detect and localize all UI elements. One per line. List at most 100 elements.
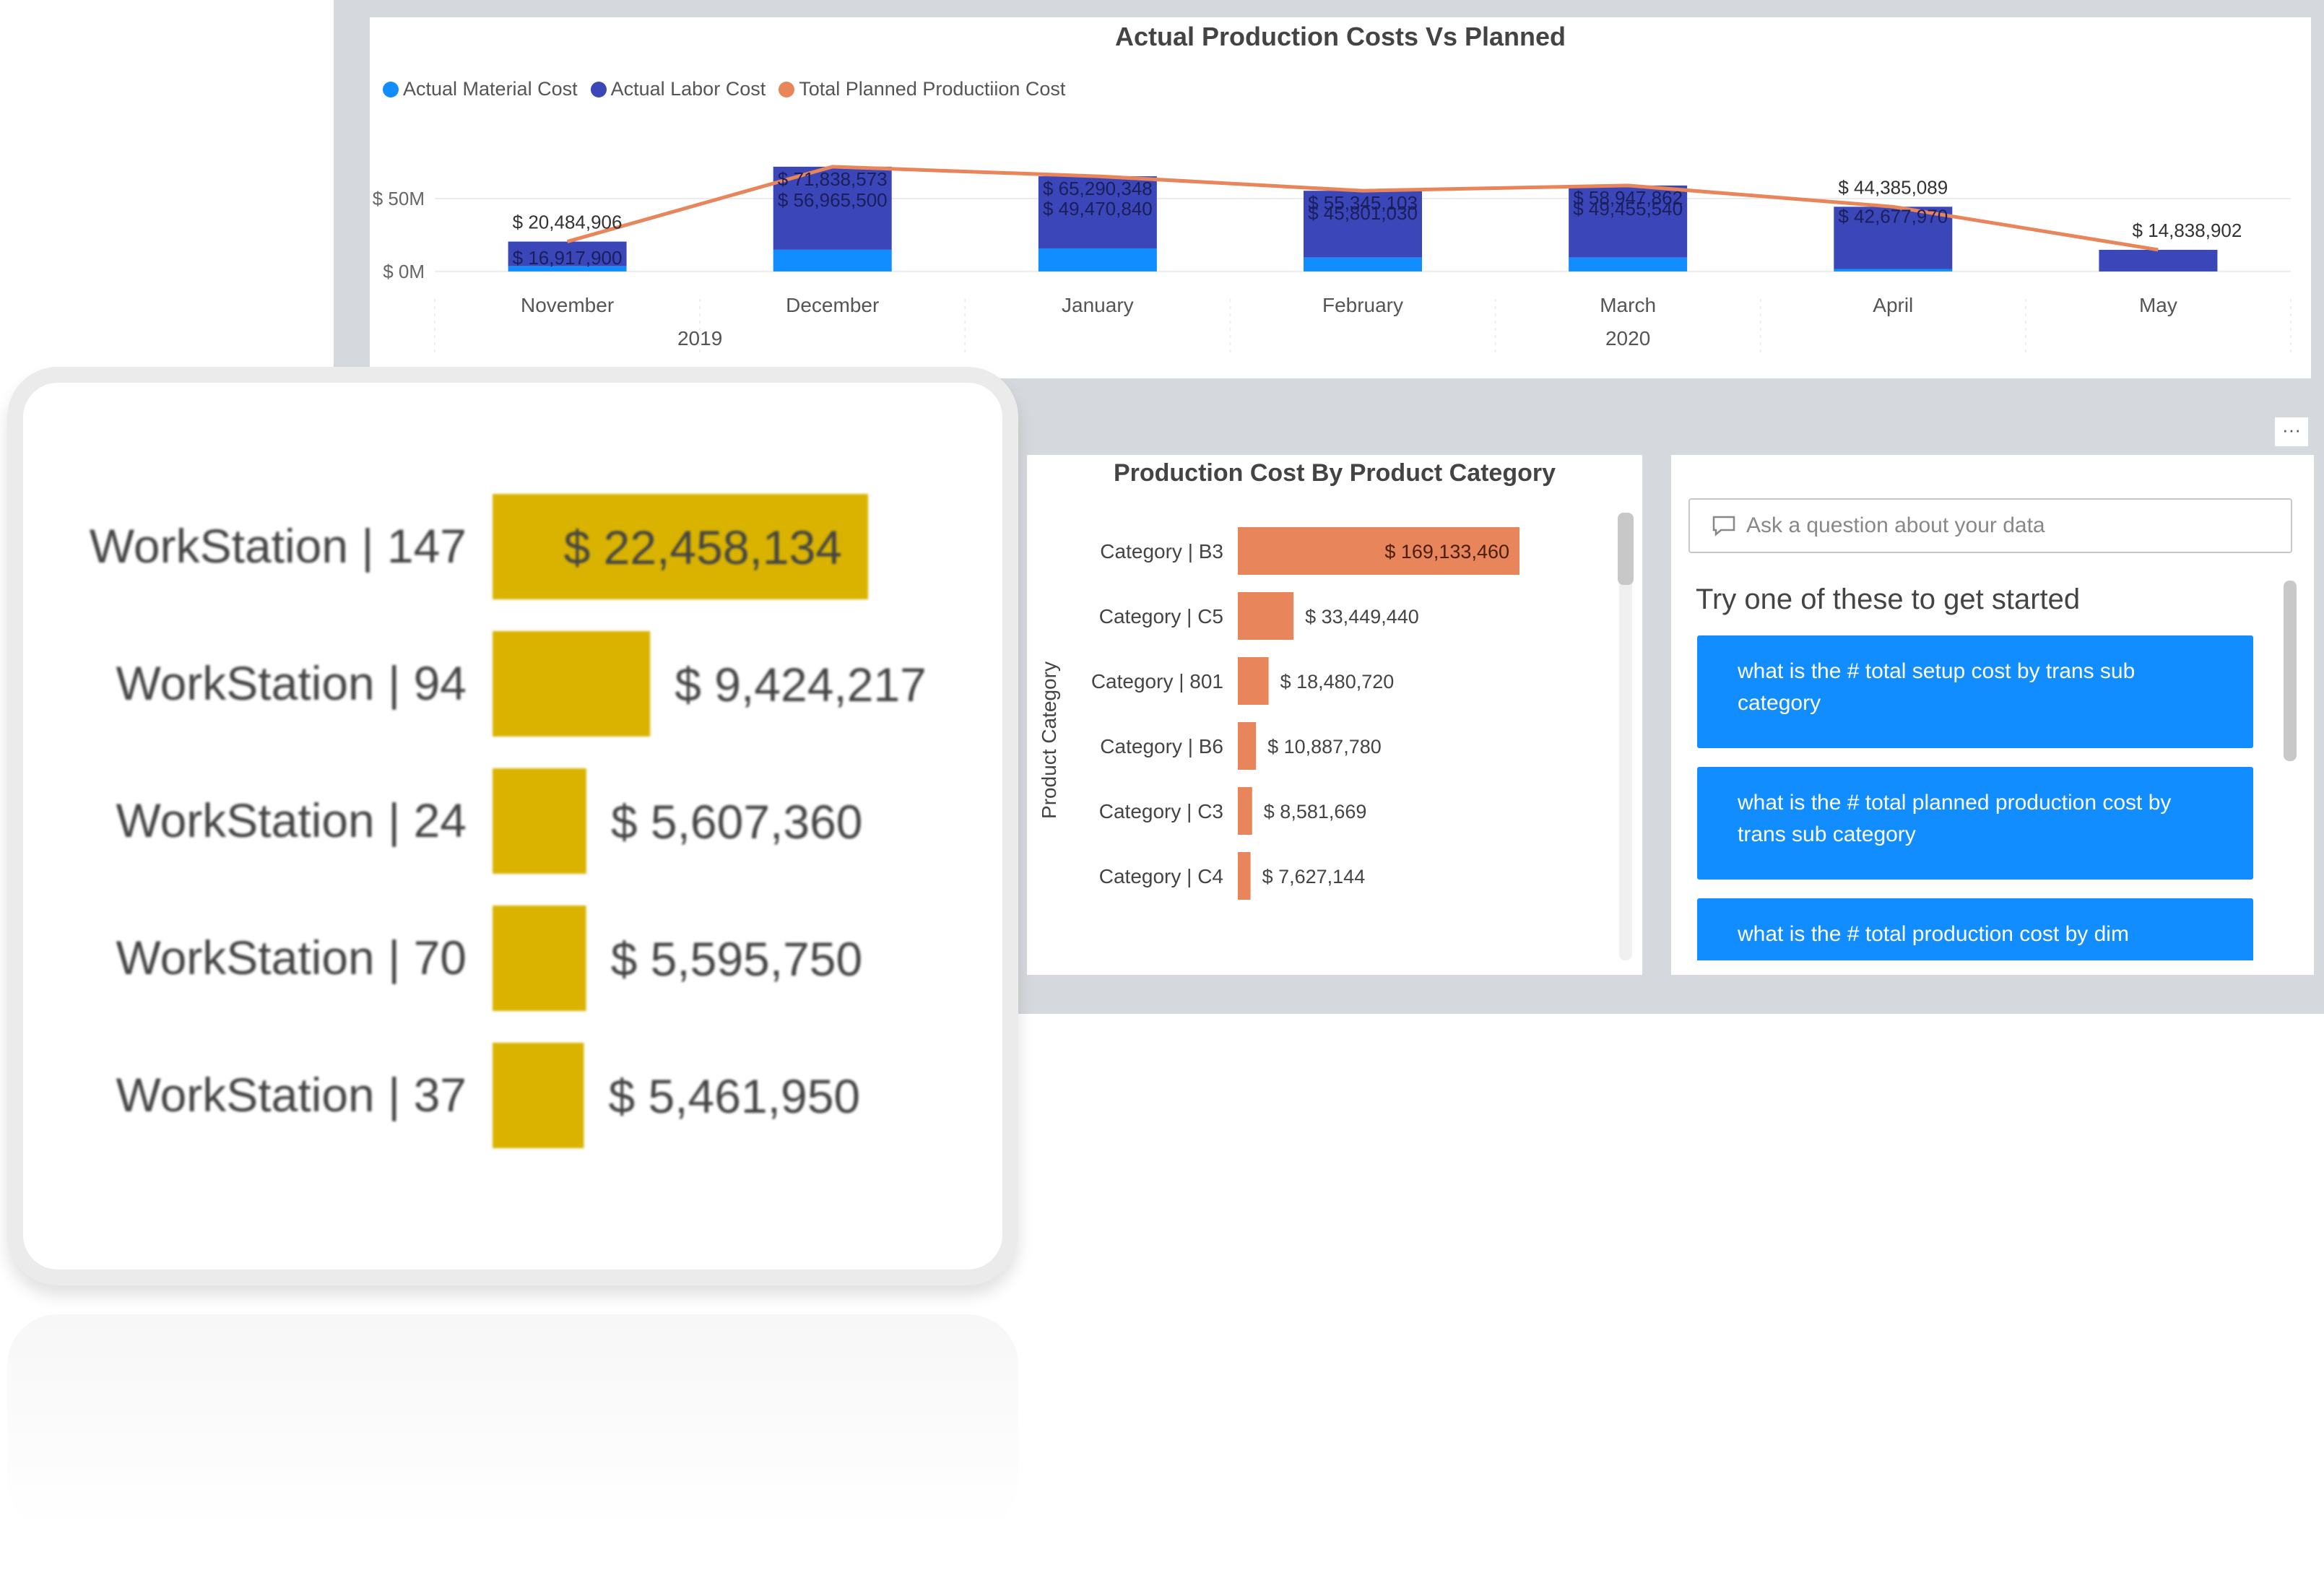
labor-cost-bar xyxy=(1834,207,1953,269)
workstation-label: WorkStation | 94 xyxy=(116,656,467,710)
chat-bubble-icon xyxy=(1712,516,1735,537)
planned-data-label: $ 55,345,103 xyxy=(1308,192,1418,214)
category-value-label: $ 8,581,669 xyxy=(1264,801,1367,822)
x-tick-label: December xyxy=(786,294,879,316)
labor-data-label: $ 56,965,500 xyxy=(778,189,888,211)
labor-data-label: $ 16,917,900 xyxy=(513,247,623,269)
x-tick-label: November xyxy=(521,294,614,316)
legend-item-planned[interactable]: Total Planned Productiion Cost xyxy=(779,78,1065,100)
labor-data-label: $ 42,677,970 xyxy=(1838,206,1948,227)
category-bar xyxy=(1238,852,1251,900)
x-tick-label: January xyxy=(1062,294,1134,316)
scrollbar-track xyxy=(1619,513,1632,960)
y-tick-label: $ 50M xyxy=(373,188,425,209)
x-tick-label: May xyxy=(2139,294,2177,316)
category-bar xyxy=(1238,592,1294,640)
workstation-value-label: $ 5,461,950 xyxy=(608,1069,860,1123)
actual-vs-planned-visual[interactable]: Actual Production Costs Vs Planned Actua… xyxy=(370,17,2311,378)
category-label: Category | 801 xyxy=(1091,670,1223,693)
workstation-bar xyxy=(493,906,586,1011)
category-chart-title: Production Cost By Product Category xyxy=(1113,459,1556,487)
legend-dot-icon xyxy=(779,81,795,97)
material-cost-bar xyxy=(1834,269,1953,272)
planned-data-label: $ 14,838,902 xyxy=(2133,220,2242,241)
material-cost-bar xyxy=(508,266,627,272)
category-value-label: $ 169,133,460 xyxy=(1384,541,1509,563)
category-axis-title: Product Category xyxy=(1038,661,1060,819)
scrollbar-thumb[interactable] xyxy=(1618,513,1634,585)
workstation-chart-plot: WorkStation | 147 $ 22,458,134 WorkStation… xyxy=(90,494,927,1148)
labor-cost-bar xyxy=(508,241,627,266)
year-label: 2019 xyxy=(677,327,722,350)
qa-input-placeholder: Ask a question about your data xyxy=(1746,513,2045,537)
x-tick-label: March xyxy=(1600,294,1656,316)
legend-item-labor[interactable]: Actual Labor Cost xyxy=(590,78,766,100)
more-options-button[interactable]: ··· xyxy=(2275,417,2308,446)
labor-cost-bar xyxy=(2099,249,2218,272)
category-bar xyxy=(1238,657,1269,705)
material-cost-bar xyxy=(773,249,892,272)
material-cost-bar xyxy=(1304,257,1422,272)
x-tick-label: April xyxy=(1873,294,1913,316)
legend-label: Actual Labor Cost xyxy=(610,78,766,100)
qa-suggestions-heading: Try one of these to get started xyxy=(1696,583,2081,615)
scrollbar-thumb[interactable] xyxy=(2284,581,2297,761)
workstation-label: WorkStation | 147 xyxy=(90,519,467,573)
planned-cost-line xyxy=(566,165,2159,252)
workstation-value-label: $ 9,424,217 xyxy=(675,658,927,711)
material-cost-bar xyxy=(1569,257,1688,272)
category-value-label: $ 10,887,780 xyxy=(1267,736,1382,758)
legend-label: Actual Material Cost xyxy=(403,78,578,100)
labor-cost-bar xyxy=(1569,185,1688,258)
legend-label: Total Planned Productiion Cost xyxy=(799,78,1066,100)
category-value-label: $ 7,627,144 xyxy=(1262,866,1366,887)
qa-suggestion-button[interactable]: what is the # total production cost by d… xyxy=(1697,898,2253,960)
category-label: Category | B3 xyxy=(1100,540,1223,563)
category-label: Category | C5 xyxy=(1099,605,1223,628)
x-tick-label: February xyxy=(1322,294,1403,316)
material-cost-bar xyxy=(1038,248,1157,272)
labor-cost-bar xyxy=(1304,191,1422,258)
labor-data-label: $ 49,470,840 xyxy=(1043,198,1153,220)
combo-chart-legend[interactable]: Actual Material Cost Actual Labor Cost T… xyxy=(383,78,1065,100)
workstation-bar xyxy=(493,631,651,737)
category-label: Category | C4 xyxy=(1099,865,1223,887)
qa-suggestion-button[interactable]: what is the # total setup cost by trans … xyxy=(1697,635,2253,748)
y-tick-label: $ 0M xyxy=(383,261,425,282)
category-bar xyxy=(1238,527,1519,575)
legend-dot-icon xyxy=(383,81,399,97)
category-value-label: $ 33,449,440 xyxy=(1305,606,1419,628)
planned-data-label: $ 71,838,573 xyxy=(778,168,888,190)
workstation-value-label: $ 5,607,360 xyxy=(611,795,863,848)
workstation-bar xyxy=(493,768,586,874)
qa-visual[interactable]: Ask a question about your data Try one o… xyxy=(1671,455,2314,975)
combo-chart-title: Actual Production Costs Vs Planned xyxy=(1114,22,1566,51)
labor-cost-bar xyxy=(1038,176,1157,248)
qa-suggestion-list: what is the # total setup cost by trans … xyxy=(1671,635,2292,960)
year-label: 2020 xyxy=(1605,327,1650,350)
workstation-label: WorkStation | 37 xyxy=(116,1068,467,1121)
labor-data-label: $ 49,455,540 xyxy=(1573,198,1683,220)
planned-data-label: $ 65,290,348 xyxy=(1043,178,1153,199)
labor-cost-bar xyxy=(773,166,892,250)
category-label: Category | B6 xyxy=(1100,735,1223,758)
qa-question-input[interactable]: Ask a question about your data xyxy=(1688,498,2292,553)
qa-suggestion-button[interactable]: what is the # total planned production c… xyxy=(1697,767,2253,880)
planned-data-label: $ 44,385,089 xyxy=(1838,176,1948,198)
callout-reflection xyxy=(7,1314,1018,1531)
legend-item-material[interactable]: Actual Material Cost xyxy=(383,78,578,100)
workstation-cost-zoom-callout: WorkStation | 147 $ 22,458,134 WorkStation… xyxy=(7,367,1018,1285)
workstation-bar xyxy=(493,1043,584,1148)
category-cost-visual[interactable]: Production Cost By Product Category Cate… xyxy=(1027,455,1642,975)
legend-dot-icon xyxy=(590,81,607,97)
workstation-label: WorkStation | 24 xyxy=(116,794,467,847)
labor-data-label: $ 45,801,030 xyxy=(1308,202,1418,224)
category-bar xyxy=(1238,722,1257,770)
workstation-value-label: $ 5,595,750 xyxy=(611,932,863,986)
workstation-bar xyxy=(493,494,868,599)
category-chart-plot: Category | B3 $ 169,133,460 Category | C5 $… xyxy=(1038,527,1519,900)
workstation-value-label: $ 22,458,134 xyxy=(564,521,842,574)
workstation-label: WorkStation | 70 xyxy=(116,931,467,984)
category-label: Category | C3 xyxy=(1099,800,1223,822)
planned-data-label: $ 58,947,862 xyxy=(1573,187,1683,209)
